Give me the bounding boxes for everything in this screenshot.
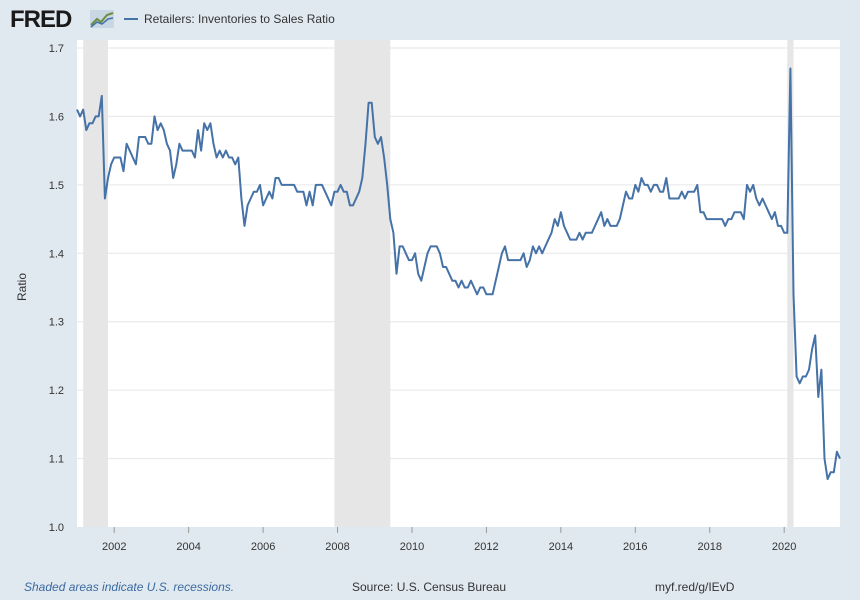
x-tick-label: 2002 [102, 541, 126, 553]
fred-chart-logo-icon [90, 10, 114, 28]
recession-band [83, 40, 109, 527]
recession-band [334, 40, 391, 527]
y-tick-label: 1.3 [49, 317, 64, 329]
fred-logo[interactable]: FRED [10, 6, 72, 33]
x-tick-label: 2018 [697, 541, 721, 553]
y-axis-label: Ratio [15, 273, 29, 301]
y-tick-label: 1.4 [49, 248, 64, 260]
short-url-link[interactable]: myf.red/g/IEvD [655, 580, 735, 594]
y-tick-label: 1.5 [49, 180, 64, 192]
legend-label: Retailers: Inventories to Sales Ratio [144, 12, 335, 26]
recession-note: Shaded areas indicate U.S. recessions. [24, 580, 235, 594]
legend-swatch [124, 18, 138, 20]
recession-band [787, 40, 794, 527]
y-tick-label: 1.6 [49, 111, 64, 123]
x-tick-label: 2012 [474, 541, 498, 553]
x-tick-label: 2008 [325, 541, 349, 553]
x-tick-label: 2020 [772, 541, 796, 553]
y-tick-label: 1.2 [49, 385, 64, 397]
x-tick-label: 2010 [400, 541, 424, 553]
x-tick-label: 2016 [623, 541, 647, 553]
y-tick-label: 1.1 [49, 454, 64, 466]
x-tick-label: 2014 [549, 541, 573, 553]
chart-legend: Retailers: Inventories to Sales Ratio [124, 12, 335, 26]
source-text: Source: U.S. Census Bureau [352, 580, 507, 594]
series-line [76, 67, 841, 481]
x-tick-label: 2006 [251, 541, 275, 553]
y-tick-label: 1.7 [49, 43, 64, 55]
x-tick-label: 2004 [176, 541, 200, 553]
y-tick-label: 1.0 [49, 522, 64, 534]
plot-area [77, 40, 840, 527]
